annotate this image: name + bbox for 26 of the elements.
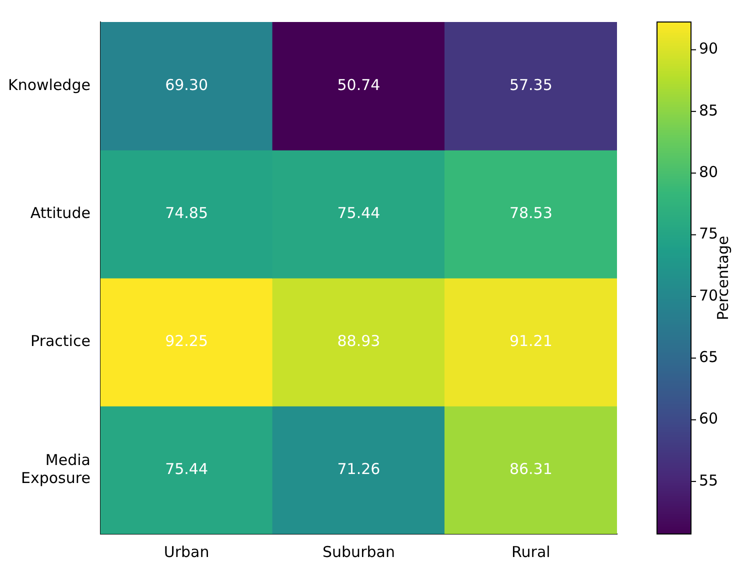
data-label: 57.35	[509, 76, 552, 94]
y-tick-label: Knowledge	[8, 76, 90, 94]
color-bar-label: 75	[699, 224, 718, 243]
data-label: 74.85	[165, 204, 208, 222]
data-label: 88.93	[337, 332, 380, 350]
y-tick-label: Attitude	[30, 204, 90, 222]
data-label: 71.26	[337, 460, 380, 478]
y-tick-label: Media Exposure	[21, 450, 90, 487]
color-bar-label: 60	[699, 410, 718, 428]
x-tick-label: Suburban	[322, 542, 395, 561]
color-bar-label: 85	[699, 101, 718, 120]
color-bar-label: 55	[699, 471, 718, 490]
x-tick-label: Rural	[512, 542, 550, 561]
data-label: 92.25	[165, 332, 208, 350]
data-label: 50.74	[337, 76, 380, 94]
data-label: 78.53	[509, 204, 552, 222]
y-tick-label: Practice	[30, 332, 90, 350]
data-label: 86.31	[509, 460, 552, 478]
data-label: 75.44	[337, 204, 380, 222]
color-bar-label: 65	[699, 348, 718, 366]
data-label: 75.44	[165, 460, 208, 478]
data-label: 69.30	[165, 76, 208, 94]
x-tick-label: Urban	[164, 542, 210, 561]
color-bar-label: 80	[699, 162, 718, 181]
data-label: 91.21	[509, 332, 552, 350]
color-bar-label: 90	[699, 40, 718, 58]
